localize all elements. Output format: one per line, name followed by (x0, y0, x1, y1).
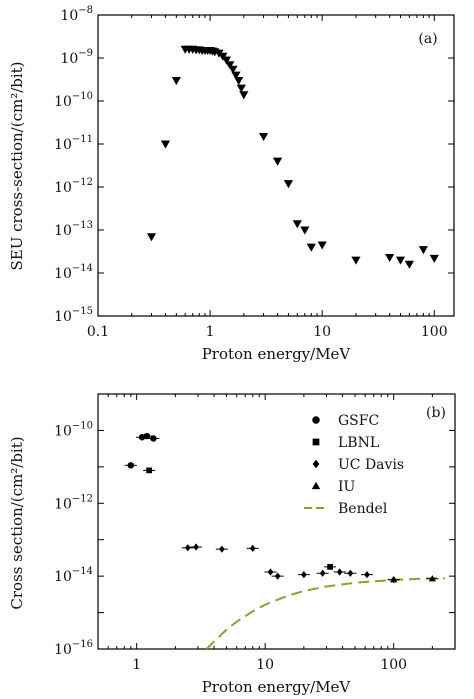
data-point (258, 132, 269, 142)
y-tick-label-b-1: 10−14 (54, 566, 93, 585)
data-point (234, 77, 244, 86)
data-point (239, 91, 249, 100)
data-point (429, 254, 439, 263)
data-point-uc-davis (364, 571, 370, 579)
y-tick-label-a-2: 10−13 (54, 220, 93, 239)
x-tick-label-a-1: 1 (206, 324, 215, 340)
panel-b: 1 10 100 10−16 10−14 10−12 10−10 GSFC LBNL UC Da… (8, 393, 456, 696)
data-point (351, 256, 361, 265)
y-axis-label-a: SEU cross-section/(cm²/bit) (8, 61, 26, 270)
data-point (306, 243, 316, 252)
ticks-b (97, 393, 456, 650)
x-tick-label-b-0: 1 (132, 657, 141, 673)
panel-a: 0.1 1 10 100 10−15 10−14 10−13 10−12 10−11 10−10 1… (8, 5, 455, 363)
y-tick-label-b-2: 10−12 (54, 493, 93, 512)
y-tick-label-a-6: 10−9 (60, 48, 93, 67)
tick-labels-a: 0.1 1 10 100 10−15 10−14 10−13 10−12 10−11 10−10 1… (54, 5, 448, 340)
data-points-a (146, 45, 439, 269)
data-point-uc-davis (319, 569, 326, 577)
data-point (395, 256, 406, 265)
legend-label-bendel: Bendel (338, 501, 388, 517)
data-point-gsfc (143, 432, 151, 440)
data-point-iu (390, 576, 398, 583)
plot-frame-b (97, 393, 456, 650)
data-point-uc-davis (218, 545, 225, 553)
data-point-lbnl (146, 467, 153, 474)
data-point-uc-davis (249, 544, 256, 552)
tick-labels-b: 1 10 100 10−16 10−14 10−12 10−10 (54, 420, 407, 673)
legend-label-iu: IU (338, 479, 356, 495)
data-point (231, 71, 241, 80)
data-point (292, 220, 302, 229)
data-point (221, 56, 232, 65)
y-tick-label-a-7: 10−8 (60, 5, 93, 24)
x-tick-label-a-0: 0.1 (87, 324, 109, 340)
data-point (385, 253, 395, 263)
y-tick-label-a-3: 10−12 (54, 177, 93, 196)
legend-marker-gsfc (312, 416, 320, 424)
ticks-a (97, 14, 454, 317)
x-tick-label-a-2: 10 (313, 324, 331, 340)
data-point-uc-davis (267, 568, 274, 576)
data-point (404, 260, 414, 269)
data-point (160, 140, 171, 149)
legend-marker-uc-davis (312, 459, 320, 469)
data-point-uc-davis (184, 544, 191, 552)
data-point-uc-davis (300, 571, 307, 579)
y-tick-label-a-4: 10−11 (54, 134, 93, 153)
data-point (225, 61, 235, 70)
data-point-gsfc (150, 435, 157, 442)
y-tick-label-b-0: 10−16 (54, 639, 93, 658)
panel-label-b: (b) (426, 405, 446, 421)
legend-label-gsfc: GSFC (338, 413, 379, 429)
data-point-iu (428, 575, 436, 582)
x-tick-label-a-3: 100 (421, 324, 448, 340)
legend-label-uc-davis: UC Davis (338, 457, 404, 473)
x-axis-label-b: Proton energy/MeV (202, 678, 352, 696)
x-tick-label-b-2: 100 (380, 657, 407, 673)
y-tick-label-a-0: 10−15 (54, 306, 93, 325)
panel-label-a: (a) (418, 31, 437, 47)
data-point-uc-davis (347, 569, 354, 577)
bendel-curve-group (205, 577, 445, 649)
legend-b: GSFC LBNL UC Davis IU Bendel (304, 413, 404, 517)
data-point (272, 157, 283, 166)
data-point (317, 241, 327, 250)
y-axis-label-b: Cross section/(cm²/bit) (8, 436, 26, 609)
bendel-curve (205, 577, 445, 649)
data-point-uc-davis (336, 568, 343, 576)
plot-frame-a (97, 14, 455, 317)
legend-marker-iu (311, 481, 321, 490)
x-tick-label-b-1: 10 (256, 657, 274, 673)
data-point (228, 65, 238, 74)
y-tick-label-b-3: 10−10 (54, 420, 93, 439)
data-point-lbnl (327, 563, 333, 570)
data-point-gsfc (127, 462, 135, 469)
data-points-b (124, 432, 439, 584)
data-point (236, 84, 246, 93)
y-tick-label-a-1: 10−14 (54, 263, 93, 282)
data-point (171, 77, 181, 86)
legend-label-lbnl: LBNL (338, 435, 379, 451)
y-tick-label-a-5: 10−10 (54, 91, 93, 110)
data-point-uc-davis (193, 543, 199, 551)
data-point-uc-davis (274, 572, 281, 580)
data-point (300, 226, 310, 235)
data-point (283, 180, 294, 189)
legend-marker-lbnl (312, 438, 320, 446)
x-axis-label-a: Proton energy/MeV (202, 345, 352, 363)
data-point (146, 233, 157, 242)
data-point (418, 246, 428, 255)
